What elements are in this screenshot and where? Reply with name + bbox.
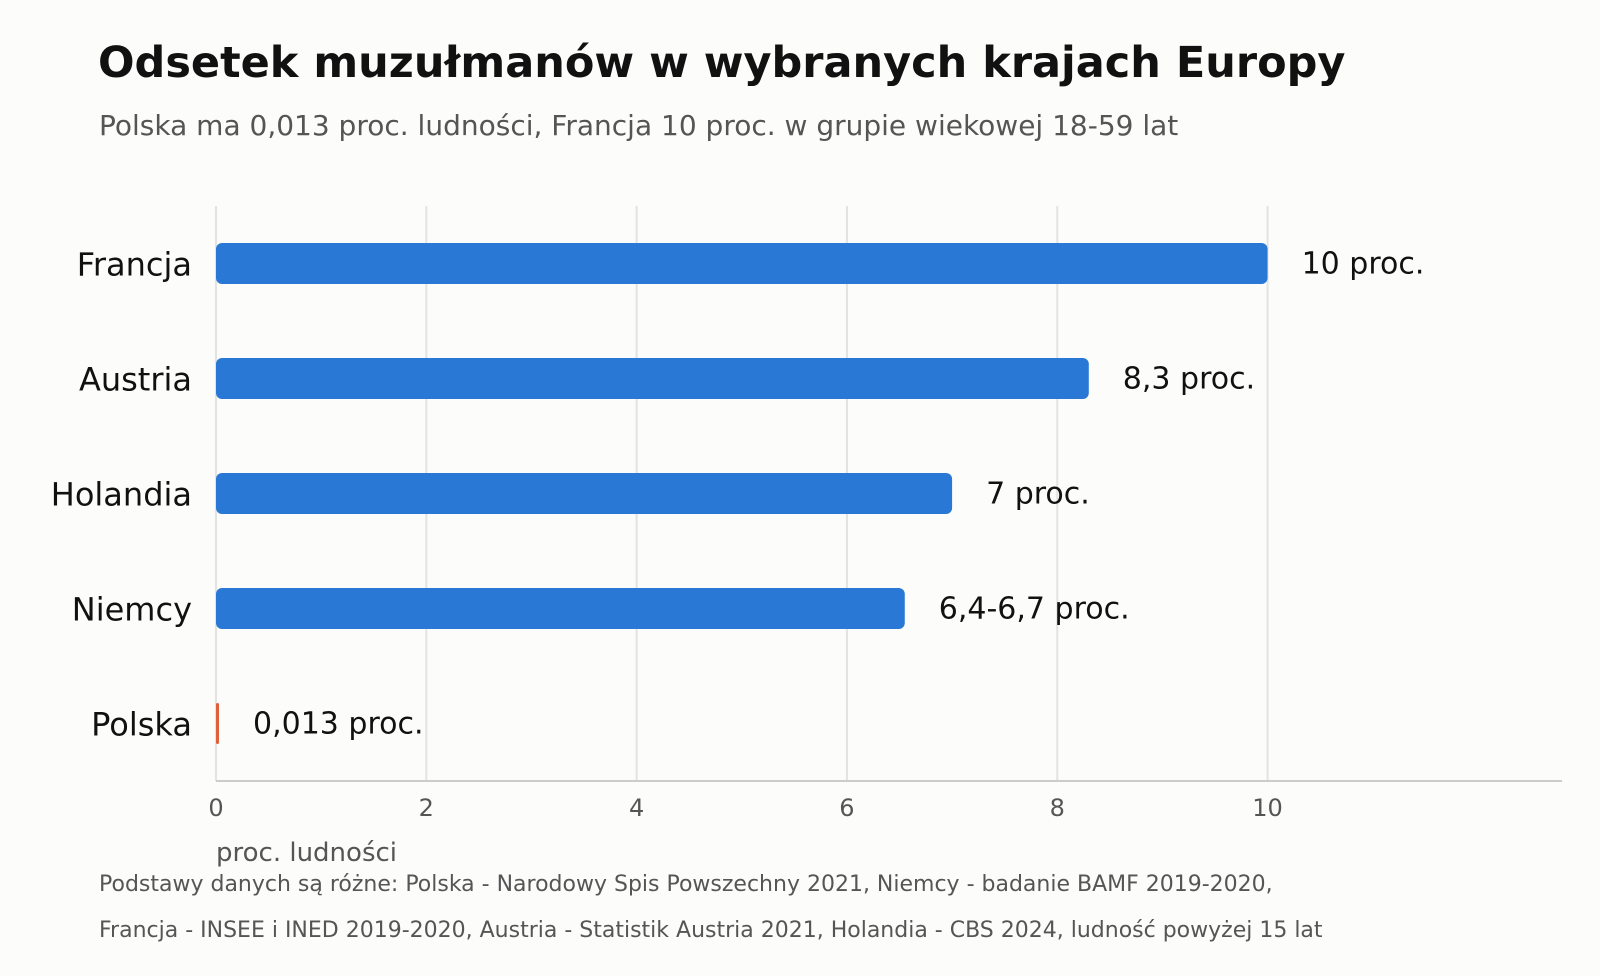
bar-holandia [216,473,953,514]
x-tick-label: 10 [1252,794,1283,822]
data-label: 0,013 proc. [253,707,424,742]
bar-francja [216,243,1268,284]
x-tick-label: 8 [1050,794,1065,822]
category-label: Polska [91,706,192,744]
bar-polska [216,703,219,744]
bar-niemcy [216,588,905,629]
labels: Francja 10 proc. Austria 8,3 proc. Holandia 7… [51,246,1425,744]
data-label: 7 proc. [986,477,1090,512]
category-label: Austria [79,361,192,399]
data-label: 6,4-6,7 proc. [939,592,1130,627]
category-label: Francja [77,246,192,284]
x-tick-label: 0 [208,794,223,822]
data-label: 10 proc. [1302,247,1425,282]
x-axis-label: proc. ludności [216,838,397,868]
x-tick-label: 6 [839,794,854,822]
data-label: 8,3 proc. [1123,362,1255,397]
category-label: Holandia [51,476,192,514]
chart-title: Odsetek muzułmanów w wybranych krajach E… [98,38,1346,88]
x-axis: 0 2 4 6 8 10 proc. ludności [208,780,1562,868]
x-tick-label: 2 [419,794,434,822]
source-note-line-2: Francja - INSEE i INED 2019-2020, Austri… [99,918,1323,943]
bar-austria [216,358,1089,399]
chart-subtitle: Polska ma 0,013 proc. ludności, Francja … [99,109,1179,142]
source-note-line-1: Podstawy danych są różne: Polska - Narod… [99,872,1273,897]
x-tick-label: 4 [629,794,644,822]
category-label: Niemcy [72,591,192,629]
bars [216,243,1268,744]
